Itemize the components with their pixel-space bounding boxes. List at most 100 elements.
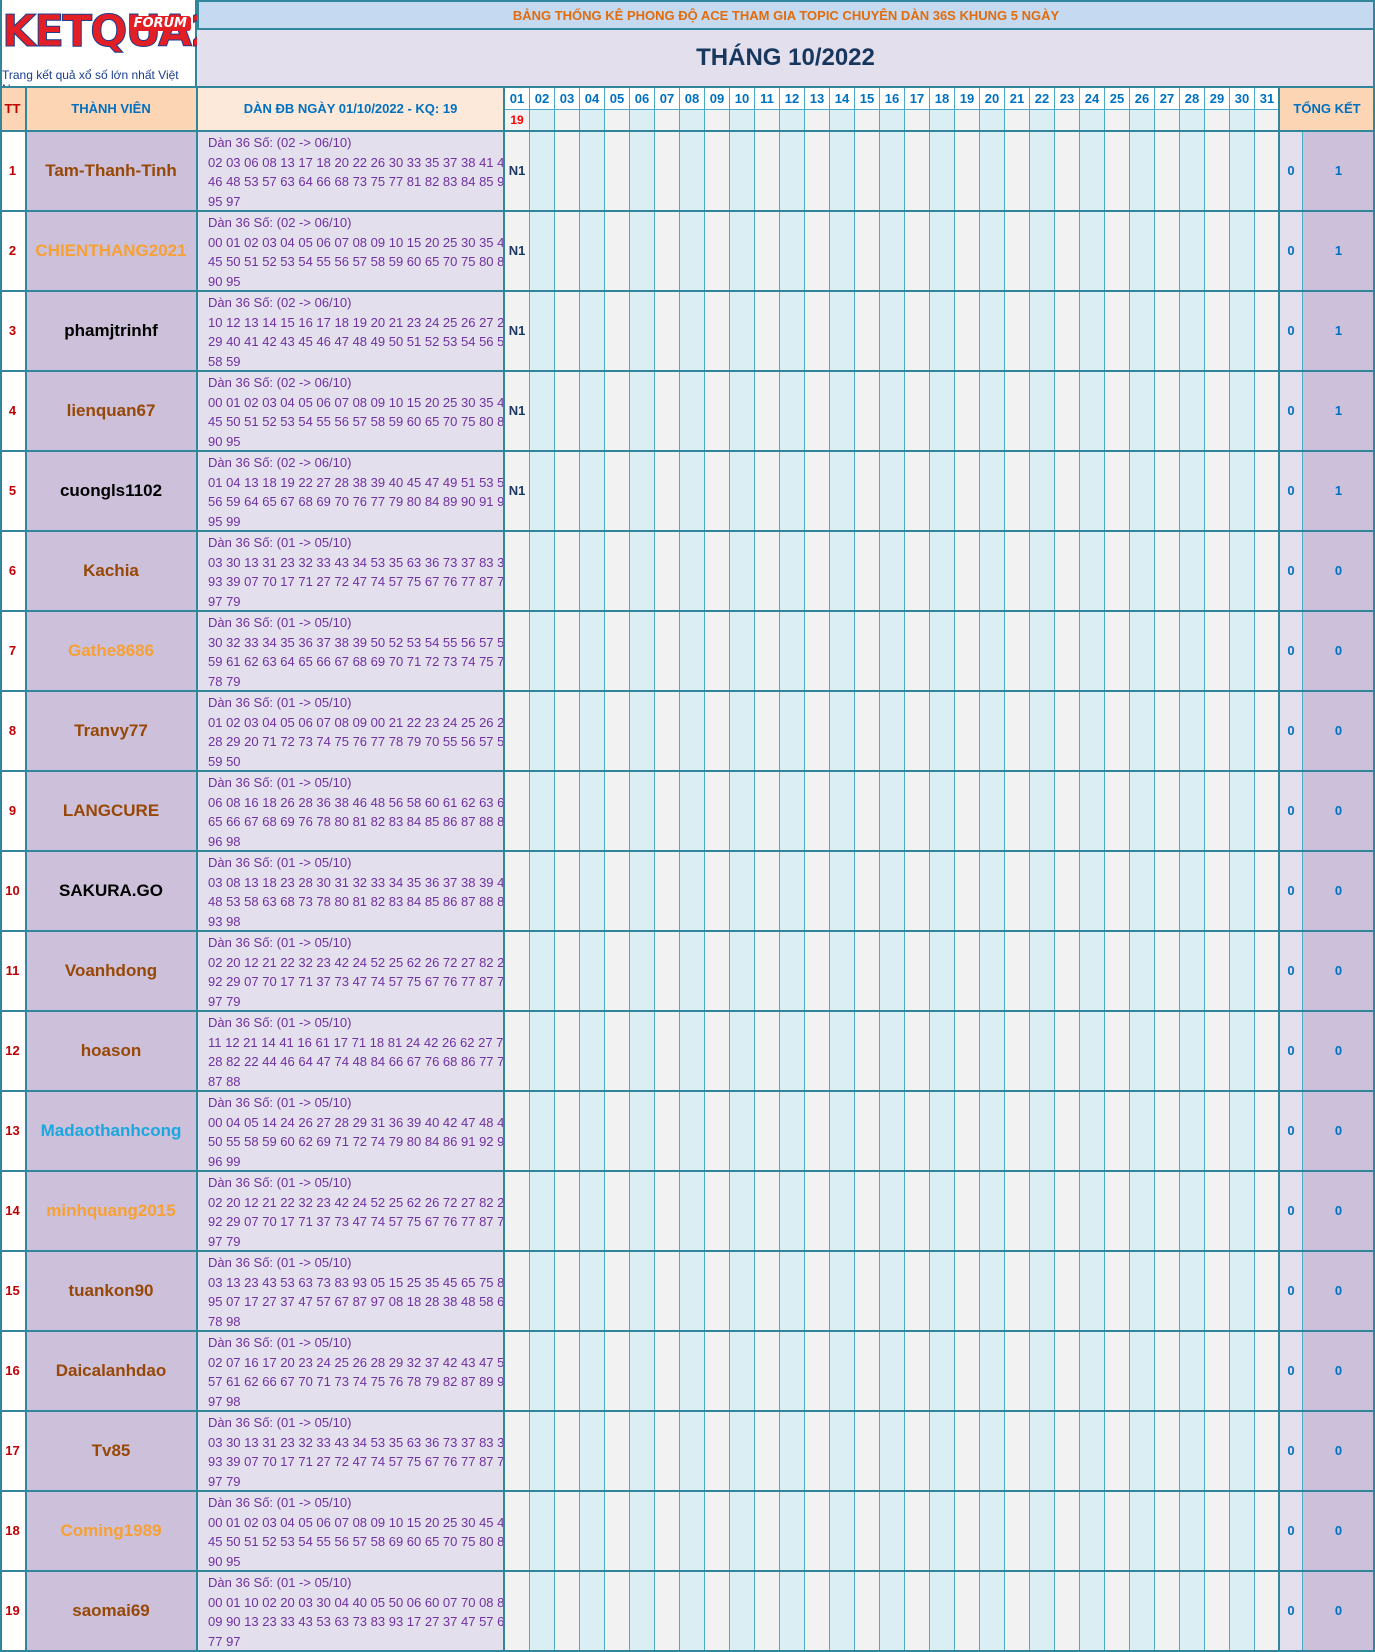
day-cell: [1005, 611, 1030, 691]
day-cell: [555, 451, 580, 531]
day-cell: [680, 211, 705, 291]
dan-line: 00 01 02 03 04 05 06 07 08 09 10 15 20 2…: [208, 1514, 505, 1530]
total-b: 0: [1303, 691, 1375, 771]
logo-brand: KETQUA2: [2, 6, 222, 58]
dan-line: Dàn 36 Số: (01 -> 05/10): [208, 1335, 352, 1350]
day-cell: [930, 451, 955, 531]
day-cell: [1155, 1251, 1180, 1331]
dan-line: 96 98: [208, 833, 241, 849]
day-cell: [1255, 451, 1280, 531]
day-cell: [630, 131, 655, 211]
day-cell: [1030, 931, 1055, 1011]
day-result: [905, 110, 930, 131]
day-cell: [1130, 1411, 1155, 1491]
day-cell: [1255, 1331, 1280, 1411]
day-result: [805, 110, 830, 131]
total-a: 0: [1280, 1171, 1303, 1251]
rule: [0, 610, 1375, 612]
dan-cell: Dàn 36 Số: (01 -> 05/10) 03 13 23 43 53 6…: [197, 1251, 505, 1331]
day-cell: [705, 1251, 730, 1331]
day-cell: [805, 211, 830, 291]
day-cell: [605, 691, 630, 771]
day-result: [1180, 110, 1205, 131]
rule: [0, 1490, 1375, 1492]
day-cell: [805, 1091, 830, 1171]
day-cell: [1180, 211, 1205, 291]
day-cell: [780, 1331, 805, 1411]
day-cell: [1205, 211, 1230, 291]
day-cell: [980, 1491, 1005, 1571]
day-cell: [580, 1491, 605, 1571]
day-result: [780, 110, 805, 131]
day-cell: [1055, 1091, 1080, 1171]
day-cell: [830, 1491, 855, 1571]
row-number: 12: [0, 1011, 26, 1091]
sheet-title: BẢNG THỐNG KÊ PHONG ĐỘ ACE THAM GIA TOPI…: [197, 0, 1375, 30]
day-header: 10: [730, 87, 755, 110]
day-cell: [930, 531, 955, 611]
day-header: 19: [955, 87, 980, 110]
day-cell: [805, 1011, 830, 1091]
day-cell: [1205, 1171, 1230, 1251]
day-cell: [830, 1251, 855, 1331]
day-cell: [530, 1411, 555, 1491]
day-cell: [655, 131, 680, 211]
dan-line: 28 82 22 44 46 64 47 74 48 84 66 67 76 6…: [208, 1054, 505, 1069]
day-cell: [1205, 1091, 1230, 1171]
day-cell: [1105, 131, 1130, 211]
day-result: [1155, 110, 1180, 131]
day-header: 16: [880, 87, 905, 110]
member-name: Tranvy77: [26, 691, 197, 771]
day-cell: [855, 1491, 880, 1571]
dan-cell: Dàn 36 Số: (01 -> 05/10) 00 01 02 03 04 0…: [197, 1491, 505, 1571]
day-cell: [880, 1491, 905, 1571]
day-cell: [1080, 931, 1105, 1011]
rule: [0, 450, 1375, 452]
day-cell: [905, 1091, 930, 1171]
day-cell: [555, 851, 580, 931]
day-cell: [555, 611, 580, 691]
day-cell: [980, 211, 1005, 291]
day-cell: [680, 291, 705, 371]
day-cell: [680, 1331, 705, 1411]
dan-cell: Dàn 36 Số: (01 -> 05/10) 30 32 33 34 35 3…: [197, 611, 505, 691]
day-cell: [1255, 931, 1280, 1011]
day-cell: [880, 851, 905, 931]
day-cell: [730, 1171, 755, 1251]
day-cell: [605, 1331, 630, 1411]
day-cell: [730, 611, 755, 691]
day-cell: [1105, 1331, 1130, 1411]
day-cell: [1255, 1411, 1280, 1491]
day-cell: [530, 1571, 555, 1651]
dan-line: Dàn 36 Số: (01 -> 05/10): [208, 935, 352, 950]
total-b: 0: [1303, 931, 1375, 1011]
day-cell: [855, 611, 880, 691]
day-result: [630, 110, 655, 131]
day-result: [1230, 110, 1255, 131]
day-cell: [930, 1571, 955, 1651]
day-cell: [1055, 771, 1080, 851]
day-cell: [555, 371, 580, 451]
day-cell: [1105, 851, 1130, 931]
day-cell: [1130, 611, 1155, 691]
day-cell: [1005, 531, 1030, 611]
day-cell: [755, 1491, 780, 1571]
day-cell: [1180, 531, 1205, 611]
day-cell: [880, 1331, 905, 1411]
day-cell: [580, 1011, 605, 1091]
day-cell: [780, 1491, 805, 1571]
day-cell: [855, 291, 880, 371]
day-cell: [980, 1571, 1005, 1651]
day-cell: [880, 691, 905, 771]
day-cell: [530, 1331, 555, 1411]
day-cell: [1230, 371, 1255, 451]
day-cell: [655, 1571, 680, 1651]
day-cell: [880, 1011, 905, 1091]
dan-line: 00 04 05 14 24 26 27 28 29 31 36 39 40 4…: [208, 1114, 505, 1130]
day-cell: [755, 1251, 780, 1331]
day-cell: [1180, 1491, 1205, 1571]
day-header: 26: [1130, 87, 1155, 110]
day-cell: [530, 1491, 555, 1571]
day-cell: [1205, 371, 1230, 451]
day-cell: N1: [505, 211, 530, 291]
